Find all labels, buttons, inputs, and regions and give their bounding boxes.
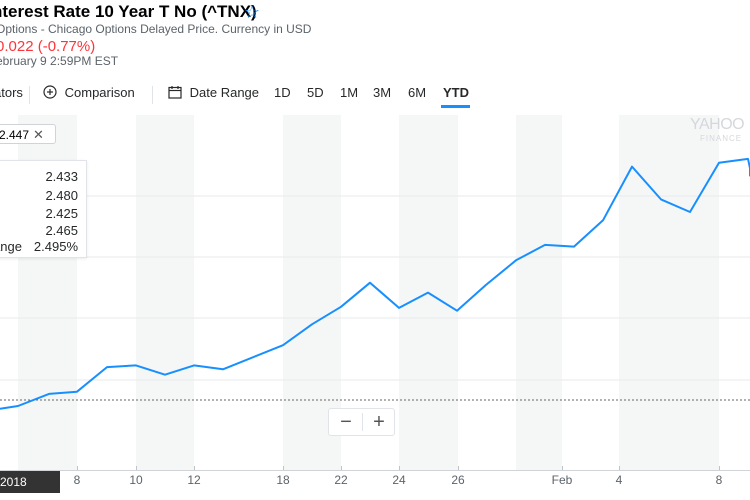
x-tick [399,466,400,470]
band [516,115,562,470]
range-5d[interactable]: 5D [307,85,324,100]
x-tick [341,466,342,470]
x-tick [283,466,284,470]
band [399,115,458,470]
chart-toolbar: ators Comparison Date Range 1D 5D 1M 3M … [0,80,750,108]
band [619,115,719,470]
x-tick-label: Feb [551,473,573,487]
x-tick [458,466,459,470]
x-tick-label: 8 [73,473,81,487]
comparison-label: Comparison [64,85,135,100]
x-tick-label: 2018 [0,471,60,493]
x-tick-label: 8 [715,473,723,487]
x-tick-label: 26 [451,473,465,487]
zoom-divider [362,413,363,431]
active-range-indicator [441,105,470,108]
x-tick [77,466,78,470]
watermark-sub: FINANCE [700,134,743,143]
comparison-button[interactable]: Comparison [43,85,135,100]
x-tick-label: 4 [615,473,623,487]
tooltip-close: 2.465 [45,223,78,238]
star-outline-icon[interactable]: ☆ [244,2,261,22]
zoom-in-button[interactable]: + [373,411,385,433]
range-1d[interactable]: 1D [274,85,291,100]
page-title: nterest Rate 10 Year T No (^TNX) [0,2,257,21]
x-tick-label: 24 [392,473,406,487]
watermark-logo: YAHOO [690,116,745,133]
price-change: 0.022 (-0.77%) [0,38,96,55]
x-tick-label: 12 [187,473,201,487]
x-tick [562,466,563,470]
tooltip-high: 2.480 [45,188,78,203]
x-tick-label: 18 [276,473,290,487]
zoom-controls: − + [328,408,395,436]
calendar-icon [168,86,182,99]
tooltip-change-value: 2.495% [33,239,78,254]
x-tick-label: 22 [334,473,348,487]
indicators-button[interactable]: ators [0,85,23,100]
legend-series: 2.447 ✕ [0,124,56,144]
band [136,115,194,470]
x-tick [194,466,195,470]
quote-timestamp: ebruary 9 2:59PM EST [0,54,119,68]
x-tick-label: 10 [129,473,143,487]
x-axis-line [0,470,750,471]
tooltip-change-label: ange [0,239,22,254]
date-range-button[interactable]: Date Range [168,85,259,100]
date-range-label: Date Range [189,85,260,100]
range-6m[interactable]: 6M [408,85,427,100]
tooltip-open: 2.433 [45,169,78,184]
ohlc-tooltip: 2.433 2.480 2.425 2.465 ange 2.495% [0,160,87,258]
x-tick [619,466,620,470]
range-1m[interactable]: 1M [340,85,359,100]
toolbar-divider [29,86,30,104]
x-tick [136,466,137,470]
range-3m[interactable]: 3M [373,85,392,100]
zoom-out-button[interactable]: − [340,411,352,433]
range-ytd[interactable]: YTD [443,85,469,100]
plus-circle-icon [43,85,57,99]
tooltip-low: 2.425 [45,206,78,221]
legend-value: 2.447 [0,128,30,142]
toolbar-divider [152,86,153,104]
close-icon[interactable]: ✕ [33,127,44,142]
quote-source: Options - Chicago Options Delayed Price.… [0,22,312,36]
x-tick [719,466,720,470]
